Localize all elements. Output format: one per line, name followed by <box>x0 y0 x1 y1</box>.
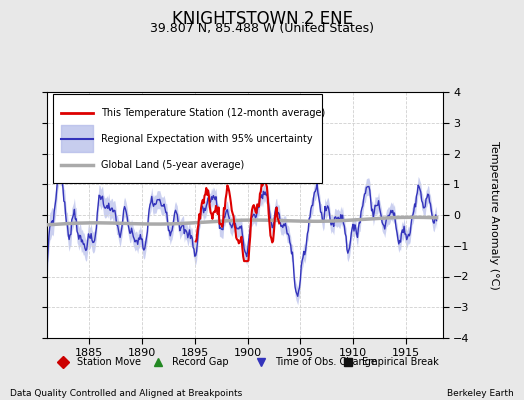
Y-axis label: Temperature Anomaly (°C): Temperature Anomaly (°C) <box>489 141 499 289</box>
Text: Global Land (5-year average): Global Land (5-year average) <box>101 160 244 170</box>
Text: Record Gap: Record Gap <box>172 357 228 366</box>
Text: Data Quality Controlled and Aligned at Breakpoints: Data Quality Controlled and Aligned at B… <box>10 389 243 398</box>
Text: 39.807 N, 85.488 W (United States): 39.807 N, 85.488 W (United States) <box>150 22 374 35</box>
Text: KNIGHTSTOWN 2 ENE: KNIGHTSTOWN 2 ENE <box>171 10 353 28</box>
Text: Regional Expectation with 95% uncertainty: Regional Expectation with 95% uncertaint… <box>101 134 312 144</box>
Text: Empirical Break: Empirical Break <box>362 357 439 366</box>
Text: Berkeley Earth: Berkeley Earth <box>447 389 514 398</box>
Bar <box>53 94 322 183</box>
Text: Time of Obs. Change: Time of Obs. Change <box>275 357 377 366</box>
Text: Station Move: Station Move <box>77 357 141 366</box>
Text: This Temperature Station (12-month average): This Temperature Station (12-month avera… <box>101 108 325 118</box>
